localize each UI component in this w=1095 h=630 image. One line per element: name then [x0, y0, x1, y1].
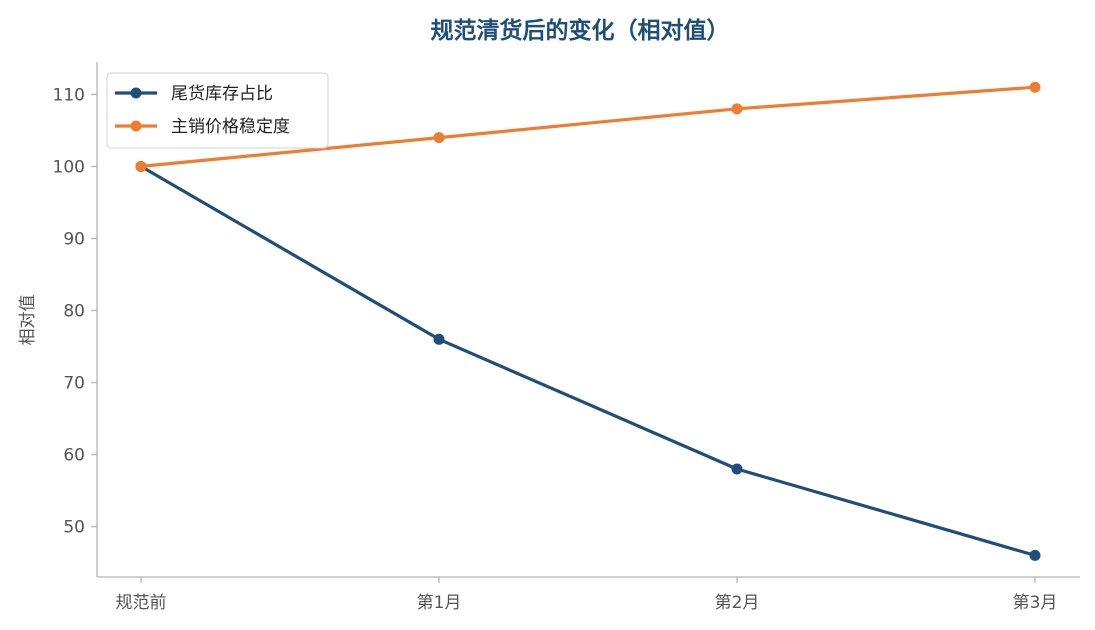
- data-point: [433, 333, 445, 345]
- series-layer: [135, 81, 1041, 561]
- y-tick-label: 90: [63, 229, 85, 249]
- x-tick-label: 第1月: [417, 593, 462, 613]
- data-point: [1029, 549, 1041, 561]
- data-point: [731, 463, 743, 475]
- y-tick-label: 70: [63, 374, 85, 394]
- series-line: [139, 164, 1037, 558]
- series-1: [135, 160, 1041, 561]
- data-point: [135, 160, 147, 172]
- y-tick-label: 50: [63, 518, 85, 538]
- legend-item: 尾货库存占比: [115, 84, 273, 104]
- legend-swatch-marker: [130, 87, 142, 99]
- chart-title: 规范清货后的变化（相对值）: [431, 17, 730, 44]
- x-tick-label: 第2月: [715, 593, 760, 613]
- legend-item: 主销价格稳定度: [115, 117, 290, 137]
- legend-label: 尾货库存占比: [171, 84, 273, 104]
- data-point: [1029, 81, 1041, 93]
- y-tick-label: 80: [63, 301, 85, 321]
- y-tick-label: 110: [53, 85, 85, 105]
- data-point: [731, 103, 743, 115]
- y-tick-label: 60: [63, 446, 85, 466]
- y-axis-ticks: 50 60 70 80 90 100 110: [53, 85, 97, 538]
- y-axis-label: 相对值: [18, 295, 38, 346]
- x-tick-label: 第3月: [1013, 593, 1058, 613]
- x-axis-ticks: 规范前 第1月 第2月 第3月: [116, 577, 1058, 613]
- legend-box: [106, 72, 329, 149]
- series-2: [135, 81, 1041, 172]
- legend-swatch-marker: [130, 120, 142, 132]
- legend-label: 主销价格稳定度: [171, 117, 290, 137]
- series-line: [139, 85, 1037, 168]
- data-point: [433, 132, 445, 144]
- x-tick-label: 规范前: [116, 593, 167, 613]
- y-tick-label: 100: [53, 157, 85, 177]
- axes: [96, 62, 1080, 578]
